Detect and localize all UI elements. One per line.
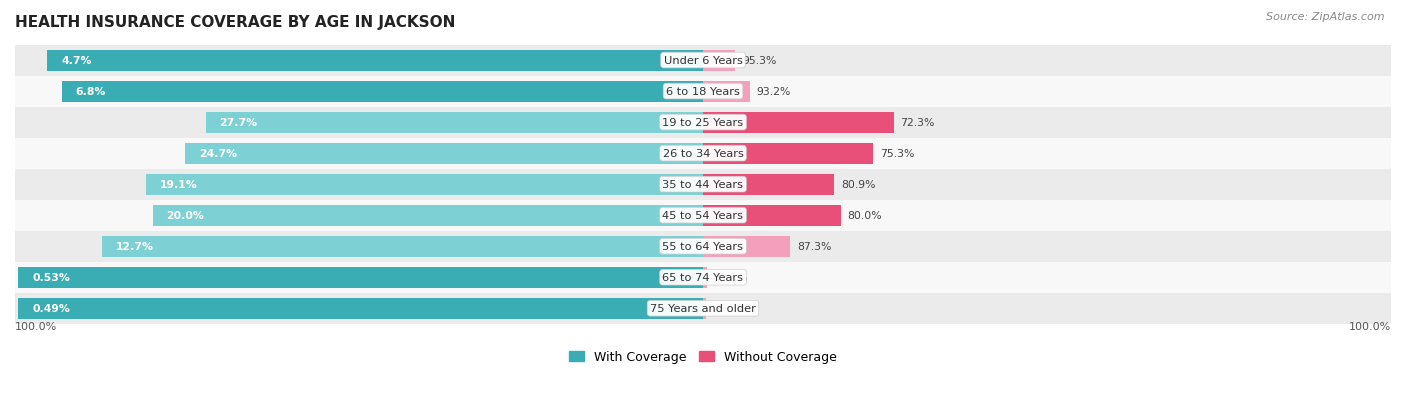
Bar (703, 143, 873, 164)
Bar (15, 169, 1391, 200)
Bar (103, 236, 703, 257)
Text: 75 Years and older: 75 Years and older (650, 304, 756, 313)
Bar (48, 50, 703, 71)
Bar (15, 262, 1391, 293)
Bar (18, 267, 703, 288)
Bar (62, 81, 703, 102)
Bar (15, 231, 1391, 262)
Text: 6.8%: 6.8% (76, 87, 105, 97)
Text: 27.7%: 27.7% (219, 118, 257, 128)
Bar (15, 138, 1391, 169)
Bar (153, 205, 703, 226)
Bar (15, 200, 1391, 231)
Text: Source: ZipAtlas.com: Source: ZipAtlas.com (1267, 12, 1385, 22)
Bar (146, 174, 703, 195)
Text: 0.53%: 0.53% (32, 273, 70, 282)
Bar (18, 298, 703, 319)
Bar (15, 45, 1391, 76)
Text: 24.7%: 24.7% (198, 149, 236, 159)
Bar (15, 293, 1391, 324)
Text: 80.0%: 80.0% (848, 211, 882, 221)
Text: 35 to 44 Years: 35 to 44 Years (662, 180, 744, 190)
Bar (15, 76, 1391, 107)
Text: 19.1%: 19.1% (160, 180, 198, 190)
Text: 4.7%: 4.7% (60, 56, 91, 66)
Text: 100.0%: 100.0% (1348, 321, 1391, 331)
Text: HEALTH INSURANCE COVERAGE BY AGE IN JACKSON: HEALTH INSURANCE COVERAGE BY AGE IN JACK… (15, 15, 456, 30)
Text: 26 to 34 Years: 26 to 34 Years (662, 149, 744, 159)
Text: 6 to 18 Years: 6 to 18 Years (666, 87, 740, 97)
Bar (703, 50, 735, 71)
Text: Under 6 Years: Under 6 Years (664, 56, 742, 66)
Bar (703, 112, 894, 133)
Text: 55 to 64 Years: 55 to 64 Years (662, 242, 744, 252)
Bar (205, 112, 703, 133)
Bar (703, 236, 790, 257)
Text: 99.5%: 99.5% (713, 273, 748, 282)
Text: 65 to 74 Years: 65 to 74 Years (662, 273, 744, 282)
Text: 95.3%: 95.3% (742, 56, 776, 66)
Bar (703, 174, 834, 195)
Legend: With Coverage, Without Coverage: With Coverage, Without Coverage (564, 346, 842, 368)
Bar (186, 143, 703, 164)
Bar (703, 205, 841, 226)
Text: 80.9%: 80.9% (841, 180, 876, 190)
Text: 75.3%: 75.3% (880, 149, 914, 159)
Text: 19 to 25 Years: 19 to 25 Years (662, 118, 744, 128)
Text: 20.0%: 20.0% (166, 211, 204, 221)
Text: 100.0%: 100.0% (15, 321, 58, 331)
Text: 0.49%: 0.49% (32, 304, 70, 313)
Text: 12.7%: 12.7% (117, 242, 155, 252)
Text: 99.5%: 99.5% (713, 304, 748, 313)
Text: 45 to 54 Years: 45 to 54 Years (662, 211, 744, 221)
Text: 72.3%: 72.3% (900, 118, 935, 128)
Bar (703, 267, 707, 288)
Text: 93.2%: 93.2% (756, 87, 792, 97)
Text: 87.3%: 87.3% (797, 242, 831, 252)
Bar (15, 107, 1391, 138)
Bar (703, 81, 749, 102)
Bar (703, 298, 706, 319)
